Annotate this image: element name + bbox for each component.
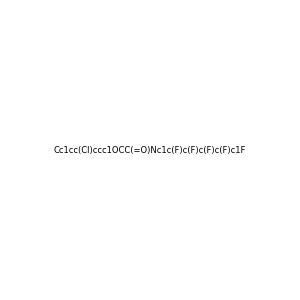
Text: Cc1cc(Cl)ccc1OCC(=O)Nc1c(F)c(F)c(F)c(F)c1F: Cc1cc(Cl)ccc1OCC(=O)Nc1c(F)c(F)c(F)c(F)c… xyxy=(54,146,246,154)
